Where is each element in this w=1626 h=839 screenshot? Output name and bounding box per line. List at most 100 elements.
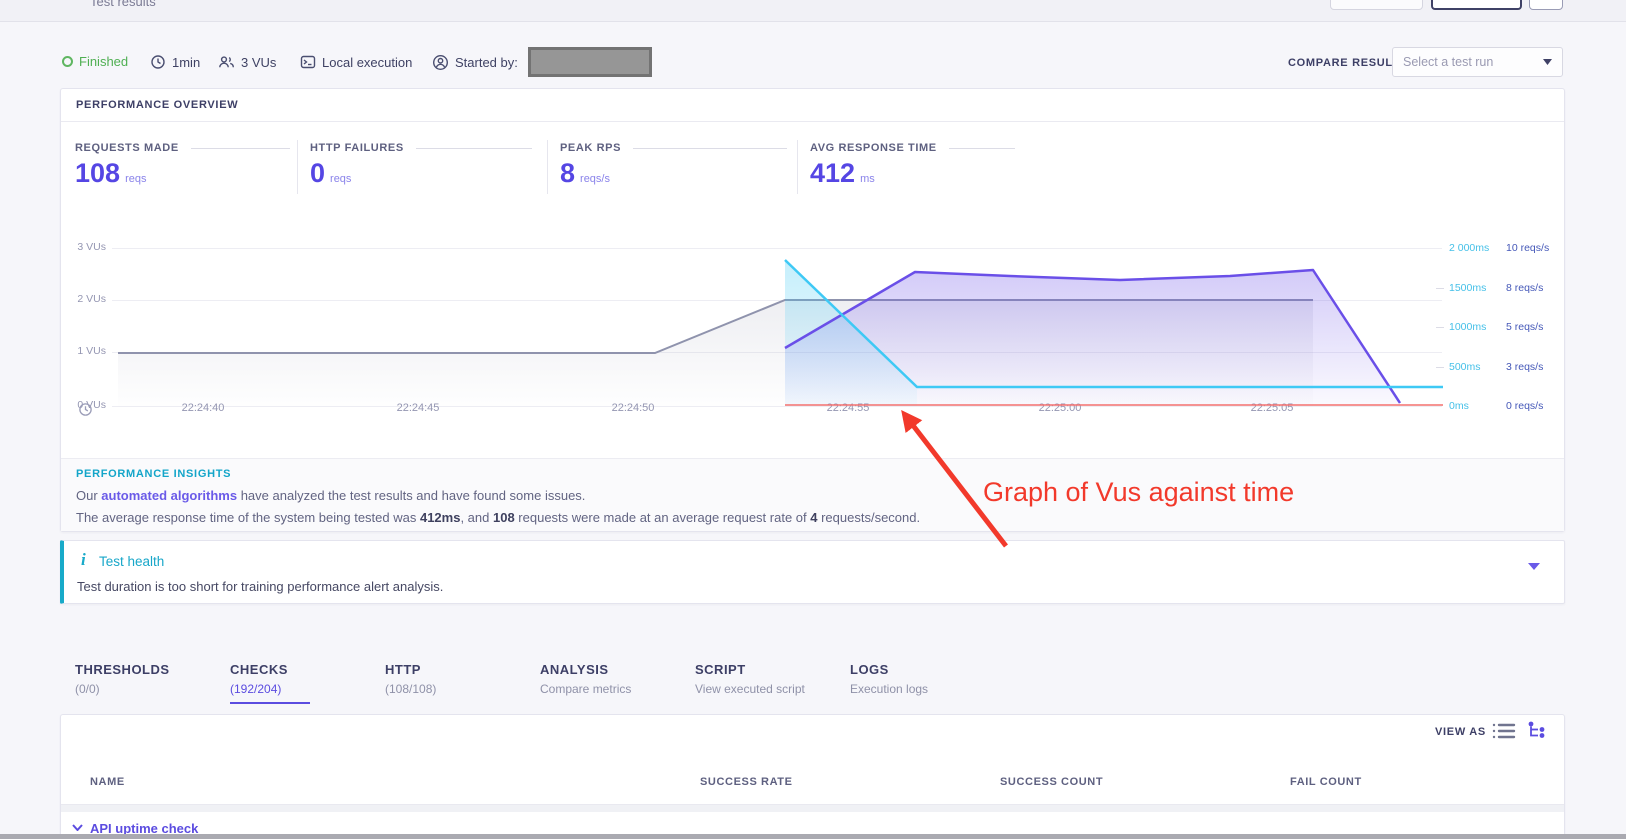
compare-result-select[interactable]: Select a test run (1392, 47, 1563, 77)
overview-title: PERFORMANCE OVERVIEW (76, 99, 239, 111)
insights-line-2: The average response time of the system … (76, 510, 920, 525)
status-label: Finished (79, 54, 129, 69)
metric-avg-response-time: AVG RESPONSE TIME (810, 142, 1015, 154)
right-tick-rps-4: 0 reqs/s (1506, 400, 1544, 412)
test-health-collapse-icon[interactable] (1528, 563, 1540, 570)
metric-value: 0 (310, 158, 326, 188)
right-tick-ms-1: 1500ms (1449, 282, 1487, 294)
metric-unit: ms (860, 173, 875, 185)
tab-http[interactable]: HTTP (108/108) (385, 662, 535, 696)
view-as-label: VIEW AS (1435, 726, 1486, 738)
tab-analysis[interactable]: ANALYSIS Compare metrics (540, 662, 690, 696)
table-header-divider (61, 804, 1564, 805)
status-circle-icon (62, 56, 73, 67)
test-health-card (60, 540, 1565, 604)
tab-sublabel: (192/204) (230, 682, 282, 696)
metric-rule (415, 147, 532, 149)
users-icon (219, 56, 234, 68)
column-header-success-count[interactable]: SUCCESS COUNT (1000, 776, 1104, 788)
x-tick-2: 22:24:50 (611, 402, 655, 414)
tab-label: LOGS (850, 662, 889, 677)
insights-text: The average response time of the system … (76, 510, 420, 525)
insights-text: have analyzed the test results and have … (237, 488, 586, 503)
insights-line-1: Our automated algorithms have analyzed t… (76, 488, 585, 503)
test-health-message: Test duration is too short for training … (77, 579, 444, 594)
gridline-1vus (112, 352, 1442, 353)
active-tab-underline (230, 702, 310, 704)
request-rate-value: 4 (810, 510, 818, 525)
horizontal-scrollbar[interactable] (0, 834, 1626, 839)
metric-divider (797, 140, 798, 194)
right-tick-rps-0: 10 reqs/s (1506, 242, 1550, 254)
tab-thresholds[interactable]: THRESHOLDS (0/0) (75, 662, 225, 696)
user-icon (432, 54, 449, 71)
insights-section (61, 458, 1564, 531)
view-as-tree-icon[interactable] (1528, 721, 1548, 740)
started-by-item: Started by: (432, 54, 518, 71)
gridline-0vus (112, 406, 1442, 407)
metric-rule (190, 147, 290, 149)
metric-value: 8 (560, 158, 576, 188)
check-name[interactable]: API uptime check (90, 821, 199, 836)
automated-algorithms-link[interactable]: automated algorithms (101, 488, 238, 503)
tab-script[interactable]: SCRIPT View executed script (695, 662, 845, 696)
gridline-2vus (112, 300, 1442, 301)
chevron-down-icon (1543, 59, 1552, 65)
tab-logs[interactable]: LOGS Execution logs (850, 662, 1000, 696)
tab-sublabel: Execution logs (850, 682, 929, 696)
metric-rule (633, 147, 787, 149)
requests-count-value: 108 (492, 510, 515, 525)
metric-unit: reqs (330, 173, 352, 185)
column-header-name[interactable]: NAME (90, 776, 125, 788)
tab-label: ANALYSIS (540, 662, 609, 677)
right-tick-ms-4: 0ms (1449, 400, 1469, 412)
right-tick-rps-2: 5 reqs/s (1506, 321, 1544, 333)
status-finished: Finished (62, 54, 128, 69)
annotation-text: Graph of Vus against time (983, 477, 1295, 507)
metric-avg-response-time-value: 412 ms (810, 158, 875, 189)
tab-checks[interactable]: CHECKS (192/204) (230, 662, 380, 704)
started-by-label: Started by: (455, 55, 518, 70)
insights-title: PERFORMANCE INSIGHTS (76, 468, 232, 480)
configure-button[interactable] (1330, 0, 1423, 10)
breadcrumb[interactable]: Test results (90, 0, 156, 9)
view-as-list-icon[interactable] (1492, 722, 1516, 740)
y-tick-2vus: 2 VUs (77, 293, 106, 305)
run-test-button[interactable] (1431, 0, 1522, 10)
tab-sublabel: (108/108) (385, 682, 437, 696)
metric-peak-rps-value: 8 reqs/s (560, 158, 610, 189)
clock-icon (151, 55, 165, 69)
column-header-success-rate[interactable]: SUCCESS RATE (700, 776, 793, 788)
insights-text: , and (460, 510, 493, 525)
insights-text: requests/second. (817, 510, 921, 525)
tab-label: CHECKS (230, 662, 288, 677)
duration-item: 1min (150, 54, 200, 70)
metric-http-failures-value: 0 reqs (310, 158, 351, 189)
tab-label: THRESHOLDS (75, 662, 170, 677)
tab-sublabel: (0/0) (75, 682, 100, 696)
metric-divider (547, 140, 548, 194)
compare-result-label: COMPARE RESULT (1288, 57, 1400, 69)
right-tick (1436, 288, 1444, 289)
metric-label: PEAK RPS (560, 142, 622, 154)
y-tick-0vus: 0 VUs (77, 399, 106, 411)
vus-label: 3 VUs (241, 54, 277, 70)
execution-item: Local execution (300, 54, 412, 70)
metric-label: HTTP FAILURES (310, 142, 404, 154)
tab-sublabel: View executed script (695, 682, 805, 696)
row-expand-caret-icon[interactable] (72, 824, 83, 831)
redacted-user-name (528, 47, 652, 77)
more-options-button[interactable] (1529, 0, 1563, 10)
metric-http-failures: HTTP FAILURES (310, 142, 532, 154)
metric-divider (297, 140, 298, 194)
info-icon: i (81, 550, 86, 569)
right-tick (1436, 367, 1444, 368)
column-header-fail-count[interactable]: FAIL COUNT (1290, 776, 1362, 788)
x-tick-0: 22:24:40 (181, 402, 225, 414)
tab-sublabel: Compare metrics (540, 682, 632, 696)
y-tick-3vus: 3 VUs (77, 241, 106, 253)
metric-label: AVG RESPONSE TIME (810, 142, 937, 154)
metric-unit: reqs (125, 173, 147, 185)
metric-rule (948, 147, 1015, 149)
metric-value: 108 (75, 158, 121, 188)
